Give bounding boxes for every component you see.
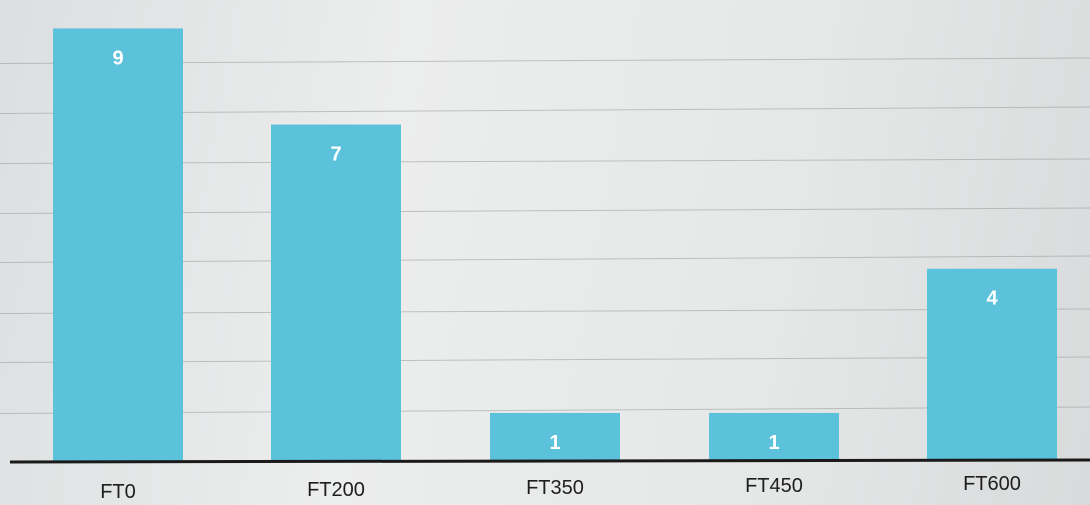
tick-label-ft0: FT0 [100, 481, 136, 503]
x-axis-line [9, 458, 1090, 464]
tick-label-ft200: FT200 [307, 479, 365, 501]
data-label-ft350: 1 [549, 432, 560, 454]
data-label-ft600: 4 [986, 288, 998, 310]
data-label-ft200: 7 [330, 144, 341, 166]
bars: 9 7 1 1 4 [53, 28, 1057, 462]
category-labels: FT0 FT200 FT350 FT450 FT600 [100, 473, 1021, 503]
bar-ft0 [53, 28, 183, 462]
tick-label-ft350: FT350 [526, 477, 584, 499]
tick-label-ft450: FT450 [745, 475, 803, 497]
bar-ft350 [490, 412, 620, 461]
data-label-ft450: 1 [768, 432, 779, 454]
data-label-ft0: 9 [112, 47, 123, 69]
tick-label-ft600: FT600 [963, 473, 1021, 495]
bar-ft200 [271, 124, 401, 461]
bar-ft450 [709, 412, 839, 461]
bar-ft600 [927, 268, 1057, 461]
